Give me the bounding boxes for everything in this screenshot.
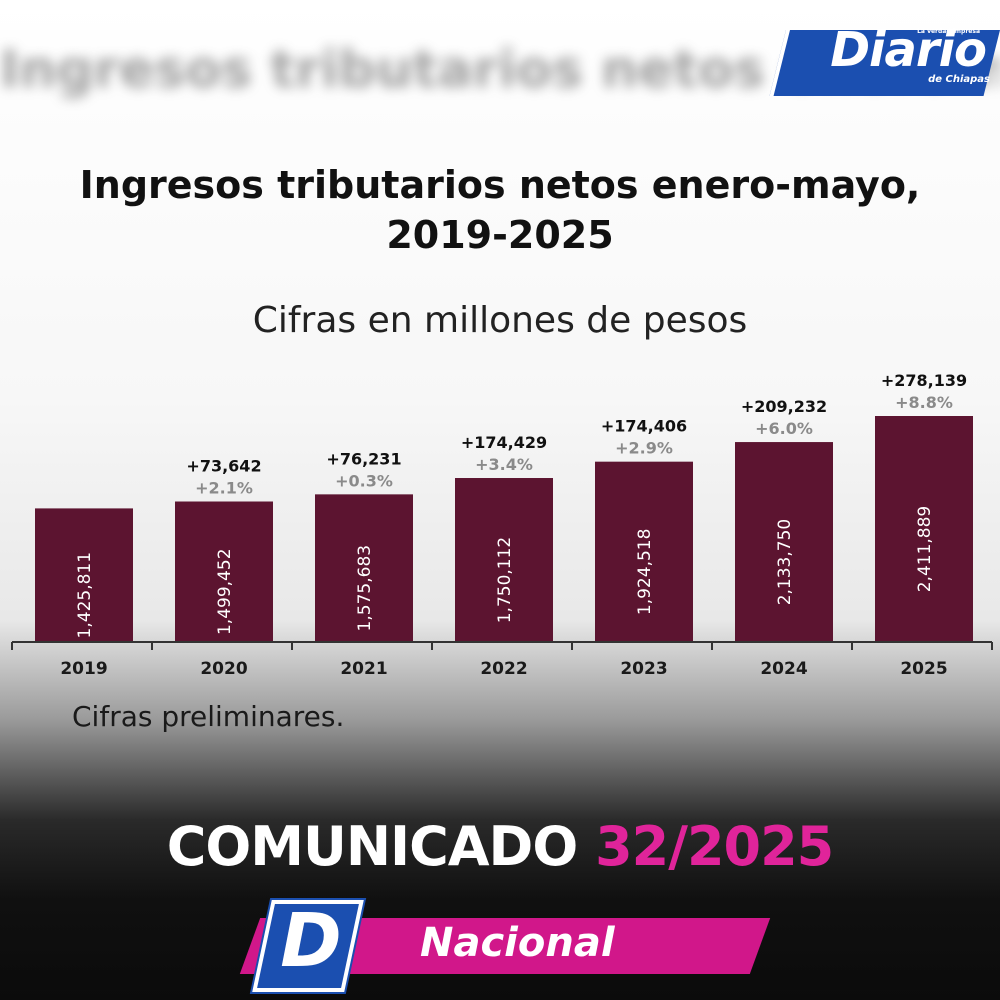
bar-diff-label: +174,406	[601, 417, 687, 436]
bar-2020	[175, 501, 273, 642]
bar-pct-label: +2.9%	[615, 439, 673, 458]
logo: Diario	[830, 22, 987, 78]
bar-2022	[455, 478, 553, 642]
bar-2023	[595, 461, 693, 642]
section-label: Nacional	[420, 920, 615, 966]
bar-pct-label: +0.3%	[335, 471, 393, 490]
bar-diff-label: +174,429	[461, 433, 547, 452]
bar-diff-label: +209,232	[741, 397, 827, 416]
banner-number: 32/2025	[595, 815, 834, 878]
chart-subtitle: Cifras en millones de pesos	[252, 300, 748, 341]
bar-value-label: 1,924,518	[635, 529, 655, 616]
bar-value-label: 1,499,452	[215, 548, 235, 635]
bar-2019	[35, 508, 133, 642]
banner-title: COMUNICADO 32/2025	[0, 815, 1000, 878]
x-tick-label: 2024	[760, 659, 807, 679]
logo-tagline: La verdad impresa	[917, 28, 980, 35]
bar-2021	[315, 494, 413, 642]
bar-2025	[875, 416, 973, 642]
chart-title: Ingresos tributarios netos enero-mayo, 2…	[0, 160, 1000, 260]
bar-pct-label: +3.4%	[475, 455, 533, 474]
section-badge-letter: D	[280, 898, 342, 984]
x-tick-label: 2020	[200, 659, 247, 679]
bar-value-label: 2,133,750	[775, 519, 795, 606]
x-tick-label: 2019	[60, 659, 107, 679]
x-tick-label: 2021	[340, 659, 387, 679]
bar-diff-label: +73,642	[186, 456, 261, 475]
bar-chart: 1,425,811 2019 1,499,452 +73,642 +2.1% 2020 1,…	[11, 371, 993, 679]
bar-2024	[735, 442, 833, 642]
bar-diff-label: +278,139	[881, 371, 967, 390]
chart-title-text: Ingresos tributarios netos enero-mayo, 2…	[79, 163, 921, 258]
bar-diff-label: +76,231	[326, 449, 401, 468]
banner-prefix: COMUNICADO	[166, 815, 579, 878]
logo-subtitle: de Chiapas	[928, 74, 990, 85]
bar-value-label: 2,411,889	[915, 506, 935, 593]
bar-pct-label: +2.1%	[195, 478, 253, 497]
x-tick-label: 2023	[620, 659, 667, 679]
bar-value-label: 1,575,683	[355, 545, 375, 632]
chart-note: Cifras preliminares.	[72, 700, 345, 733]
x-tick-label: 2022	[480, 659, 527, 679]
bar-value-label: 1,750,112	[495, 537, 515, 624]
bar-pct-label: +8.8%	[895, 393, 953, 412]
x-tick-label: 2025	[900, 659, 947, 679]
bar-pct-label: +6.0%	[755, 419, 813, 438]
bar-value-label: 1,425,811	[75, 552, 95, 639]
